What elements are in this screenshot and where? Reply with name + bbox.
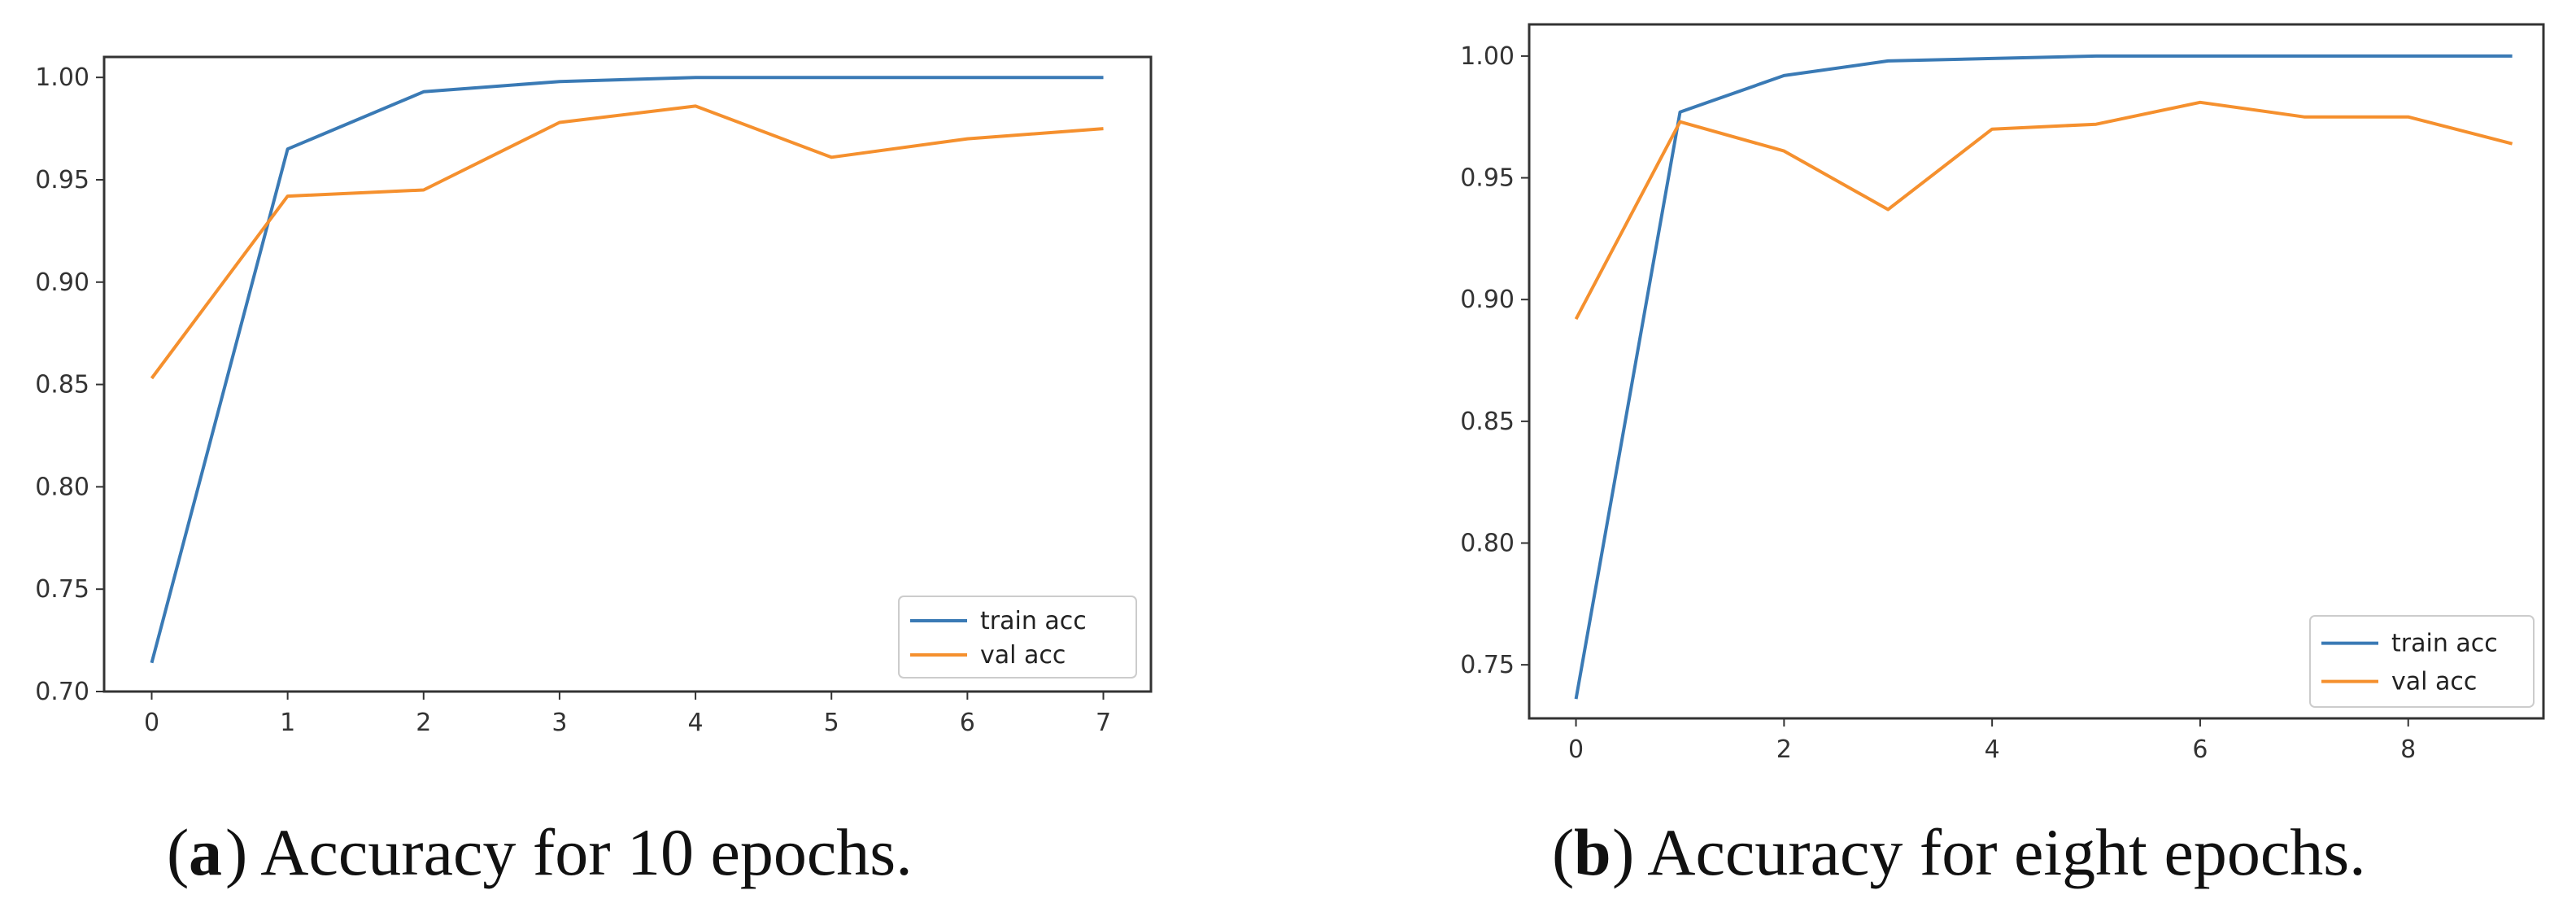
chart-a-xtick-label: 6 bbox=[960, 709, 975, 737]
chart-a-legend-box bbox=[898, 596, 1137, 679]
chart-a: 0.70 0.75 0.80 0.85 0.90 0.95 1.00 0 1 2 3 4 5 6 7 tra… bbox=[35, 55, 1153, 889]
chart-a-ytick-label: 0.85 bbox=[35, 371, 89, 399]
chart-a-xtick-label: 1 bbox=[280, 709, 295, 737]
chart-a-series-train bbox=[150, 76, 1104, 664]
chart-a-ytick-label: 0.75 bbox=[35, 575, 89, 604]
chart-a-ytick-label: 1.00 bbox=[35, 63, 89, 92]
chart-a-xtick-label: 5 bbox=[824, 709, 839, 737]
chart-b-frame bbox=[1528, 23, 2545, 720]
chart-a-ticks: 0.70 0.75 0.80 0.85 0.90 0.95 1.00 0 1 2 3 4 5 6 7 bbox=[35, 63, 1111, 737]
caption-a-text: ) Accuracy for 10 epochs. bbox=[225, 815, 913, 889]
chart-a-series bbox=[150, 76, 1104, 664]
chart-b-ticks: 0.75 0.80 0.85 0.90 0.95 1.00 0 2 4 6 8 bbox=[1460, 42, 2416, 764]
caption-a-label: a bbox=[189, 815, 222, 889]
chart-b-legend-box bbox=[2309, 615, 2535, 708]
chart-b-xtick-label: 4 bbox=[1985, 735, 2000, 764]
chart-a-ytick-label: 0.90 bbox=[35, 268, 89, 297]
chart-a-ytick-label: 0.80 bbox=[35, 473, 89, 501]
chart-a-legend-label: val acc bbox=[980, 641, 1066, 670]
chart-b-series-val bbox=[1574, 100, 2513, 321]
caption-b-label: b bbox=[1574, 815, 1611, 889]
chart-a-xtick-label: 7 bbox=[1096, 709, 1111, 737]
chart-a-ytick-label: 0.70 bbox=[35, 678, 89, 706]
chart-a-legend-label: train acc bbox=[980, 607, 1087, 635]
chart-a-frame bbox=[102, 55, 1153, 693]
caption-b-text: ) Accuracy for eight epochs. bbox=[1612, 815, 2366, 889]
chart-a-xtick-label: 3 bbox=[551, 709, 567, 737]
chart-b-xtick-label: 0 bbox=[1568, 735, 1584, 764]
chart-b-series-train bbox=[1574, 54, 2513, 700]
chart-a-xtick-label: 0 bbox=[144, 709, 159, 737]
chart-b-series bbox=[1574, 54, 2513, 700]
chart-a-ytick-label: 0.95 bbox=[35, 166, 89, 194]
chart-b-ytick-label: 1.00 bbox=[1460, 42, 1515, 71]
chart-a-xtick-label: 2 bbox=[416, 709, 431, 737]
caption-a-open: ( bbox=[167, 815, 189, 889]
chart-b-ytick-label: 0.85 bbox=[1460, 408, 1515, 436]
chart-b-ytick-label: 0.80 bbox=[1460, 530, 1515, 558]
chart-b-ytick-label: 0.95 bbox=[1460, 164, 1515, 193]
caption-b-open: ( bbox=[1552, 815, 1574, 889]
chart-a-legend: train acc val acc bbox=[898, 596, 1137, 679]
chart-a-xtick-label: 4 bbox=[688, 709, 704, 737]
chart-a-series-val bbox=[150, 104, 1104, 380]
chart-b-legend: train acc val acc bbox=[2309, 615, 2535, 708]
chart-b-legend-label: val acc bbox=[2391, 668, 2477, 696]
chart-b-xtick-label: 2 bbox=[1776, 735, 1792, 764]
chart-b-ytick-label: 0.75 bbox=[1460, 651, 1515, 679]
chart-b: 0.75 0.80 0.85 0.90 0.95 1.00 0 2 4 6 8 train acc v… bbox=[1460, 23, 2545, 889]
chart-b-legend-label: train acc bbox=[2391, 630, 2498, 658]
chart-b-xtick-label: 6 bbox=[2192, 735, 2208, 764]
chart-b-xtick-label: 8 bbox=[2400, 735, 2416, 764]
chart-b-ytick-label: 0.90 bbox=[1460, 286, 1515, 314]
